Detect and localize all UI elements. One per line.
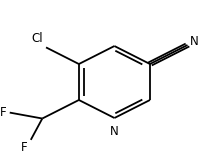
Text: N: N [110, 125, 119, 138]
Text: N: N [190, 35, 199, 48]
Text: F: F [0, 106, 7, 119]
Text: Cl: Cl [32, 32, 43, 45]
Text: F: F [21, 141, 28, 154]
